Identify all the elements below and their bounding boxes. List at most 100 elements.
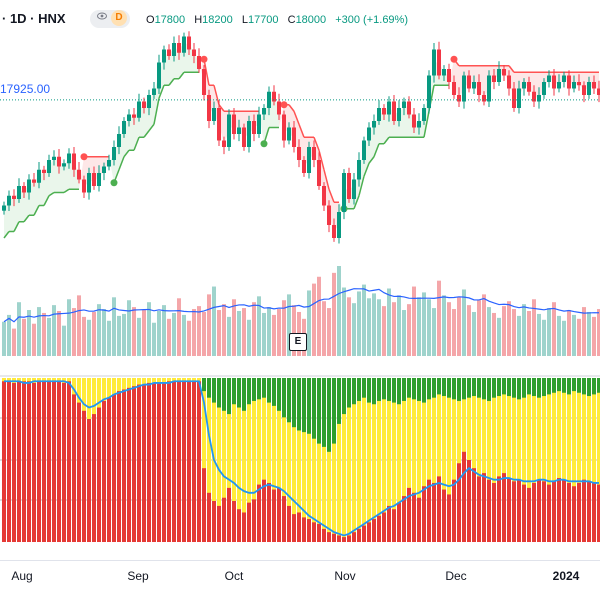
candle-body — [397, 108, 401, 121]
oscillator-bar-red — [587, 481, 591, 542]
volume-bar — [17, 302, 21, 356]
oscillator-bar-red — [67, 381, 71, 542]
candle-body — [592, 82, 596, 89]
volume-bar — [247, 319, 251, 356]
oscillator-bar-green — [442, 378, 446, 397]
volume-bar — [167, 318, 171, 356]
oscillator-bar-red — [232, 501, 236, 542]
oscillator-bar-red — [537, 479, 541, 542]
oscillator-bar-green — [562, 378, 566, 393]
oscillator-bar-red — [227, 487, 231, 542]
oscillator-bar-green — [347, 378, 351, 408]
supertrend-line — [178, 71, 185, 80]
oscillator-bar-yellow — [312, 378, 316, 542]
volume-bar — [127, 300, 131, 356]
oscillator-bar-red — [362, 525, 366, 542]
candle-body — [92, 173, 96, 186]
supertrend-line — [323, 169, 330, 190]
oscillator-bar-yellow — [222, 378, 226, 542]
oscillator-bar-green — [342, 378, 346, 415]
volume-bar — [47, 317, 51, 356]
oscillator-bar-green — [237, 378, 241, 408]
oscillator-bar-green — [277, 378, 281, 411]
volume-ma — [3, 288, 600, 323]
oscillator-bar-red — [337, 535, 341, 542]
candle-body — [317, 160, 321, 186]
oscillator-bar-red — [17, 381, 21, 542]
delay-badge[interactable]: D — [111, 10, 127, 26]
volume-bar — [172, 312, 176, 356]
oscillator-bar-red — [172, 381, 176, 542]
oscillator-bar-green — [412, 378, 416, 400]
volume-bar — [547, 308, 551, 356]
oscillator-bar-yellow — [557, 378, 561, 542]
candle-body — [257, 114, 261, 134]
x-tick-label: Nov — [334, 569, 356, 583]
oscillator-bar-yellow — [562, 378, 566, 542]
volume-bar — [102, 309, 106, 356]
time-axis[interactable]: Aug Sep Oct Nov Dec 2024 — [0, 560, 600, 601]
supertrend-fill — [144, 101, 149, 138]
oscillator-bar-green — [242, 378, 246, 411]
event-marker[interactable]: E — [289, 333, 307, 351]
oscillator-bar-green — [407, 378, 411, 398]
candle-body — [32, 179, 36, 183]
candle-body — [182, 36, 186, 53]
oscillator-bar-red — [212, 501, 216, 542]
volume-bar — [487, 307, 491, 356]
candle-body — [367, 127, 371, 141]
oscillator-bar-green — [452, 378, 456, 400]
oscillator-bar-yellow — [472, 378, 476, 542]
oscillator-bar-green — [222, 378, 226, 411]
oscillator-bar-yellow — [547, 378, 551, 542]
oscillator-bar-red — [2, 381, 6, 542]
candle-body — [547, 75, 551, 82]
volume-bar — [567, 310, 571, 356]
oscillator-bar-yellow — [457, 378, 461, 542]
chart-area[interactable] — [0, 0, 600, 565]
volume-bar — [532, 299, 536, 356]
volume-bar — [597, 309, 600, 356]
candle-body — [402, 101, 406, 108]
supertrend-line — [263, 127, 270, 144]
candle-body — [352, 179, 356, 199]
oscillator-bar-green — [472, 378, 476, 397]
candle-body — [502, 69, 506, 76]
volume-bar — [222, 304, 226, 356]
oscillator-bar-green — [417, 378, 421, 401]
oscillator-bar-yellow — [402, 378, 406, 542]
oscillator-bar-red — [417, 497, 421, 542]
symbol-label[interactable]: · 1D · HNX — [2, 11, 66, 26]
oscillator-bar-red — [567, 482, 571, 542]
oscillator-bar-green — [297, 378, 301, 431]
oscillator-bar-red — [367, 522, 371, 542]
candle-body — [152, 88, 156, 95]
supertrend-fill — [44, 166, 49, 206]
candle-body — [217, 108, 221, 141]
oscillator-bar-red — [107, 397, 111, 542]
supertrend-line — [143, 130, 150, 138]
oscillator-bar-green — [577, 378, 581, 393]
oscillator-bar-yellow — [392, 378, 396, 542]
supertrend-fill — [64, 158, 69, 193]
supertrend-line — [363, 162, 370, 177]
candle-body — [157, 62, 161, 89]
candle-body — [492, 75, 496, 82]
oscillator-bar-yellow — [597, 378, 600, 542]
volume-bars — [2, 266, 600, 356]
oscillator-bar-red — [322, 528, 326, 542]
candle-body — [172, 43, 176, 56]
oscillator-bar-yellow — [327, 378, 331, 542]
volume-bar — [362, 284, 366, 356]
oscillator-bar-red — [452, 479, 456, 542]
volume-bar — [367, 298, 371, 356]
volume-bar — [337, 266, 341, 356]
oscillator-bar-red — [272, 489, 276, 542]
oscillator-bar-red — [372, 519, 376, 542]
supertrend-fill — [384, 108, 389, 144]
supertrend-line — [373, 143, 380, 158]
change-value: +300 (+1.69%) — [335, 14, 408, 26]
eye-icon — [97, 12, 107, 20]
supertrend-fill — [409, 108, 414, 138]
volume-bar — [342, 287, 346, 356]
